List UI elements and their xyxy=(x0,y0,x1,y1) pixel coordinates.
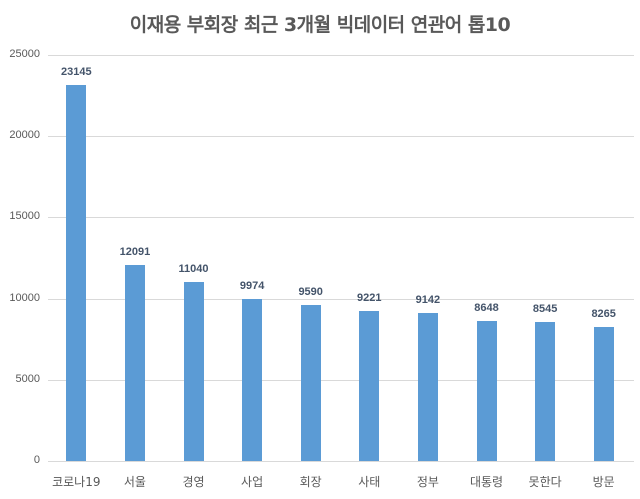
data-label: 9221 xyxy=(357,292,382,305)
x-tick-label: 못한다 xyxy=(528,475,562,489)
y-tick-label: 20000 xyxy=(9,129,40,142)
gridline xyxy=(48,379,634,381)
bar xyxy=(300,305,321,461)
x-tick-label: 경영 xyxy=(182,475,205,489)
x-tick-label: 방문 xyxy=(592,475,615,489)
data-label: 8265 xyxy=(591,307,616,320)
y-tick-label: 5000 xyxy=(15,372,40,385)
gridline xyxy=(48,217,634,219)
data-label: 11040 xyxy=(178,262,209,275)
bar xyxy=(593,326,614,461)
y-tick-label: 25000 xyxy=(9,48,40,60)
bar xyxy=(66,85,87,461)
x-tick-label: 정부 xyxy=(416,475,439,489)
x-tick-label: 회장 xyxy=(299,475,322,489)
bar xyxy=(535,322,556,461)
chart-title: 이재용 부회장 최근 3개월 빅데이터 연관어 톱10 xyxy=(129,14,511,36)
bar xyxy=(124,264,145,461)
x-tick-label: 사업 xyxy=(241,475,264,489)
gridline xyxy=(48,55,634,56)
x-tick-label: 서울 xyxy=(123,475,146,489)
x-tick-label: 사태 xyxy=(358,475,381,489)
y-tick-label: 0 xyxy=(33,454,40,466)
gridline xyxy=(48,461,634,462)
data-label: 23145 xyxy=(61,66,92,79)
x-tick-label: 코로나19 xyxy=(52,475,101,489)
y-tick-label: 15000 xyxy=(9,210,40,223)
plot-area: 23145 12091 11040 9974 9590 9221 9142 8648 8545 8… xyxy=(48,55,634,462)
bar xyxy=(242,299,263,461)
data-label: 9590 xyxy=(298,286,323,299)
data-label: 8545 xyxy=(532,303,558,316)
gridline xyxy=(48,136,634,138)
bar xyxy=(476,320,497,461)
data-label: 12091 xyxy=(119,245,151,258)
y-tick-label: 10000 xyxy=(9,291,40,304)
gridline xyxy=(48,298,634,300)
bar xyxy=(417,312,438,461)
bar xyxy=(359,311,380,461)
bar xyxy=(183,281,204,461)
data-label: 8648 xyxy=(474,301,499,314)
data-label: 9974 xyxy=(239,280,265,293)
x-tick-label: 대통령 xyxy=(469,475,504,489)
data-label: 9142 xyxy=(415,293,441,306)
